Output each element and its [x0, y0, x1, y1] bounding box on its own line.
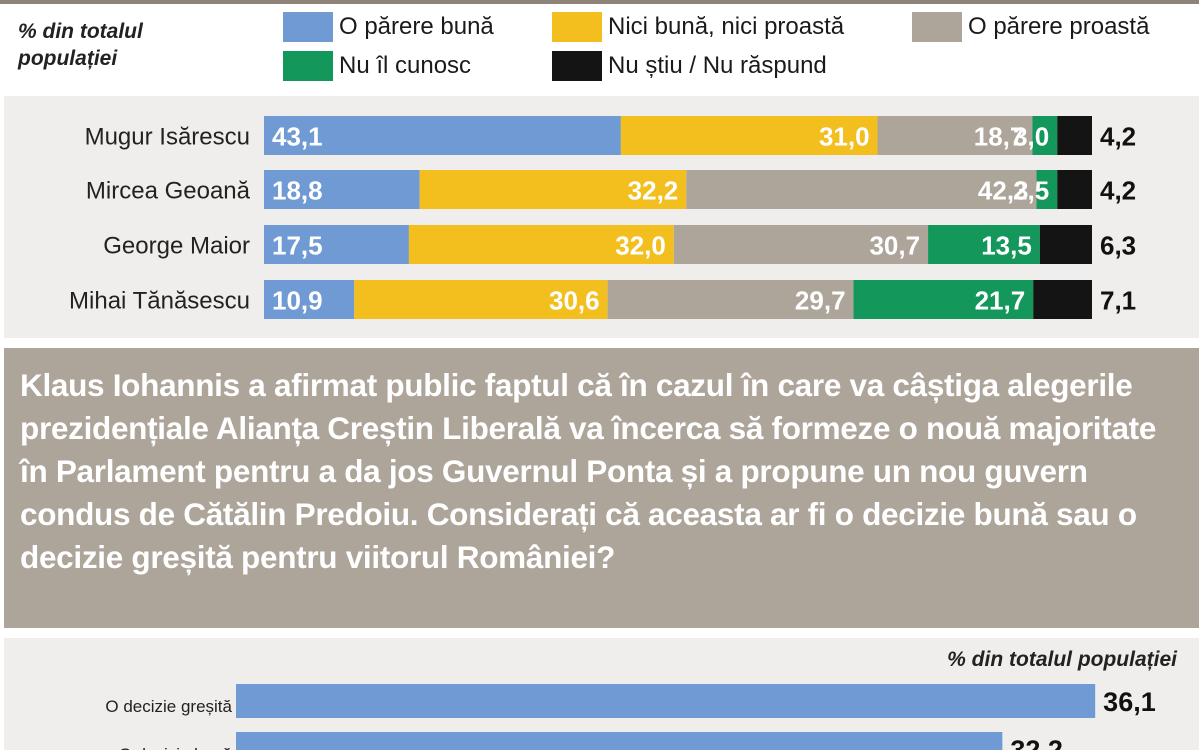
legend-swatch — [912, 12, 962, 42]
legend-label: O părere bună — [339, 13, 494, 40]
stacked-bar-chart: Mugur Isărescu 43,1 31,0 18,73,0 4,2 Mircea G… — [69, 116, 1136, 319]
bar-segment — [264, 225, 409, 264]
bar — [236, 732, 1003, 750]
bar-segment — [853, 280, 1034, 319]
value-label: 31,0 — [819, 122, 870, 152]
legend-label: Nu știu / Nu răspund — [608, 52, 827, 79]
value-label: 13,5 — [981, 231, 1032, 261]
value-label: 17,5 — [272, 231, 323, 261]
top-strip — [0, 0, 1199, 4]
bar — [236, 684, 1096, 718]
bar-segment — [673, 225, 929, 264]
legend-label: O părere proastă — [968, 13, 1150, 40]
value-label: 6,3 — [1100, 231, 1136, 261]
bar-segment — [1057, 116, 1092, 155]
bar-segment — [354, 280, 608, 319]
legend-title: % din totalul populației — [18, 20, 143, 70]
category-label: O decizie greșită — [105, 697, 232, 716]
bar-segment — [1032, 116, 1058, 155]
bar-segment — [686, 170, 1037, 209]
value-label: 32,2 — [628, 176, 679, 206]
value-label: 4,2 — [1100, 176, 1136, 206]
legend-swatch — [283, 51, 333, 81]
value-label: 7,1 — [1100, 286, 1136, 316]
value-label: 32,0 — [615, 231, 666, 261]
bar-segment — [419, 170, 687, 209]
value-label: 4,2 — [1100, 122, 1136, 152]
bar-segment — [264, 116, 621, 155]
bar-segment — [264, 280, 355, 319]
bar-segment — [928, 225, 1040, 264]
category-label-mugur-isarescu: Mugur Isărescu — [85, 124, 250, 151]
legend-item-no-answer: Nu știu / Nu răspund — [552, 51, 827, 81]
legend-label: Nici bună, nici proastă — [608, 13, 845, 40]
legend: % din totalul populației O părere bună N… — [0, 4, 1199, 94]
bar-segment — [1033, 280, 1092, 319]
value-label: 29,7 — [795, 286, 846, 316]
value-label: 21,7 — [975, 286, 1026, 316]
bar-segment — [264, 170, 420, 209]
bar-segment — [1036, 170, 1058, 209]
bar-segment — [877, 116, 1033, 155]
value-label: 30,6 — [549, 286, 600, 316]
value-label: 3,0 — [1013, 122, 1049, 152]
question-text: Klaus Iohannis a afirmat public faptul c… — [20, 367, 1157, 575]
value-label: 30,7 — [869, 231, 920, 261]
bar-segment — [607, 280, 854, 319]
category-label: O decizie bună — [119, 745, 233, 750]
bar-segment — [1057, 170, 1092, 209]
value-label: 18,7 — [974, 122, 1025, 152]
legend-swatch — [552, 51, 602, 81]
category-label-mircea-geoana: Mircea Geoană — [86, 178, 251, 205]
value-label: 36,1 — [1103, 687, 1156, 717]
legend-item-bad: O părere proastă — [912, 12, 1149, 42]
value-label: 43,1 — [272, 122, 323, 152]
value-label: 32,2 — [1010, 735, 1063, 750]
value-label: 2,5 — [1013, 176, 1049, 206]
category-label-mihai-tanasescu: Mihai Tănăsescu — [69, 288, 250, 315]
value-label: 10,9 — [272, 286, 323, 316]
bar-segment — [408, 225, 674, 264]
value-label: 18,8 — [272, 176, 323, 206]
legend-item-neutral: Nici bună, nici proastă — [552, 12, 844, 42]
bottom-subtitle: % din totalul populației — [947, 648, 1177, 671]
bar-segment — [620, 116, 878, 155]
legend-item-good: O părere bună — [283, 12, 494, 42]
legend-label: Nu îl cunosc — [339, 52, 472, 79]
legend-item-unknown: Nu îl cunosc — [283, 51, 471, 81]
bar-segment — [1039, 225, 1092, 264]
category-label-george-maior: George Maior — [103, 233, 250, 260]
value-label: 42,3 — [978, 176, 1029, 206]
legend-swatch — [283, 12, 333, 42]
legend-swatch — [552, 12, 602, 42]
question-box: Klaus Iohannis a afirmat public faptul c… — [4, 348, 1199, 628]
